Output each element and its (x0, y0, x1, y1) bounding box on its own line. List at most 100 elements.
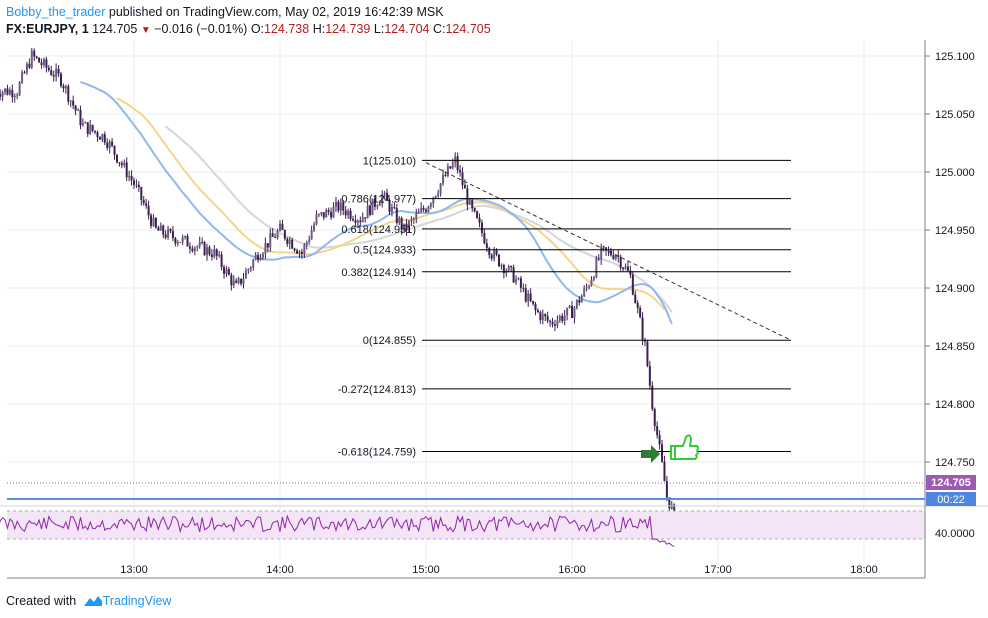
candle-body (422, 207, 425, 210)
moving-averages (80, 80, 673, 325)
candle-body (665, 481, 668, 498)
candle-body (361, 217, 364, 223)
candle-body (658, 435, 661, 445)
candle-body (622, 267, 625, 269)
candle-body (466, 188, 469, 205)
candle-body (446, 166, 449, 176)
candle-body (274, 236, 277, 238)
candle-body (247, 269, 250, 271)
candle-body (72, 100, 75, 106)
candle-body (471, 200, 474, 208)
candle-body (407, 221, 410, 231)
publish-info: Bobby_the_trader published on TradingVie… (6, 5, 444, 19)
candle-body (390, 207, 393, 212)
candle-body (463, 185, 466, 189)
candle-body (150, 215, 153, 226)
candle-body (639, 307, 642, 318)
candle-body (612, 255, 615, 259)
candle-body (266, 243, 269, 248)
candle-body (113, 145, 116, 155)
candle-body (519, 278, 522, 288)
candle-body (33, 50, 36, 57)
candle-body (373, 198, 376, 207)
candle-body (35, 56, 38, 58)
candle-body (398, 218, 401, 223)
candle-body (393, 207, 396, 209)
price-label: 125.100 (935, 51, 975, 63)
candle-body (369, 205, 372, 215)
candle-body (478, 218, 481, 223)
candle-body (636, 302, 639, 308)
open-label: O: (250, 22, 265, 36)
candle-body (279, 223, 281, 231)
candle-body (164, 234, 167, 238)
open-value: 124.738 (264, 22, 310, 36)
candle-body (55, 68, 58, 77)
candle-body (568, 305, 571, 308)
candle-body (527, 293, 530, 302)
candle-body (310, 230, 313, 240)
candle-body (532, 301, 535, 304)
candle-body (439, 183, 442, 194)
candle-body (18, 82, 21, 96)
candle-body (191, 248, 194, 252)
candle-body (193, 247, 196, 252)
candle-body (223, 267, 226, 274)
candle-body (670, 504, 673, 509)
footer: Created with TradingView (6, 594, 171, 610)
candle-body (74, 105, 77, 111)
candle-body (21, 72, 24, 83)
candle-body (196, 246, 199, 248)
candle-body (16, 95, 19, 97)
fib-level-label: -0.618(124.759) (338, 447, 416, 459)
candle-body (84, 122, 87, 124)
candle-body (23, 72, 26, 74)
candle-body (337, 201, 340, 211)
candle-body (237, 278, 240, 283)
countdown-tag: 00:22 (926, 492, 976, 506)
candle-body (235, 280, 238, 283)
author-link[interactable]: Bobby_the_trader (6, 5, 106, 19)
moving-average-line (116, 97, 666, 311)
candle-body (483, 232, 486, 244)
candle-body (631, 274, 634, 295)
candle-body (339, 202, 342, 211)
candle-body (188, 246, 191, 249)
candle-body (619, 256, 622, 268)
time-label: 14:00 (266, 564, 294, 576)
candle-body (288, 239, 291, 244)
candle-body (661, 444, 664, 462)
candle-body (673, 504, 676, 515)
rsi-line (0, 514, 675, 548)
candle-body (186, 236, 189, 247)
candle-body (459, 170, 462, 173)
candle-body (125, 162, 128, 178)
price-label: 124.750 (935, 457, 975, 469)
fib-level-label: 0.786(124.977) (341, 194, 416, 206)
candle-body (286, 238, 289, 244)
candle-body (140, 187, 143, 200)
candle-body (668, 497, 671, 509)
candle-body (510, 266, 513, 268)
candle-body (118, 162, 121, 164)
candle-body (57, 68, 60, 74)
candlestick-series (0, 47, 676, 520)
candle-body (432, 197, 435, 204)
candle-body (437, 193, 440, 196)
tradingview-link[interactable]: TradingView (102, 594, 172, 608)
candle-body (651, 385, 654, 410)
candle-body (91, 124, 94, 131)
candle-body (403, 223, 406, 230)
candle-body (62, 85, 65, 89)
candle-body (517, 278, 520, 280)
candle-body (4, 88, 7, 93)
candle-body (605, 247, 608, 251)
symbol-ohlc-line: FX:EURJPY, 1 124.705 ▼ −0.016 (−0.01%) O… (6, 22, 491, 36)
candle-body (96, 132, 99, 138)
candle-body (47, 67, 50, 71)
candle-body (254, 254, 257, 260)
current-price-tag: 124.705 (926, 475, 976, 490)
candle-body (181, 237, 184, 243)
candle-body (327, 210, 330, 212)
